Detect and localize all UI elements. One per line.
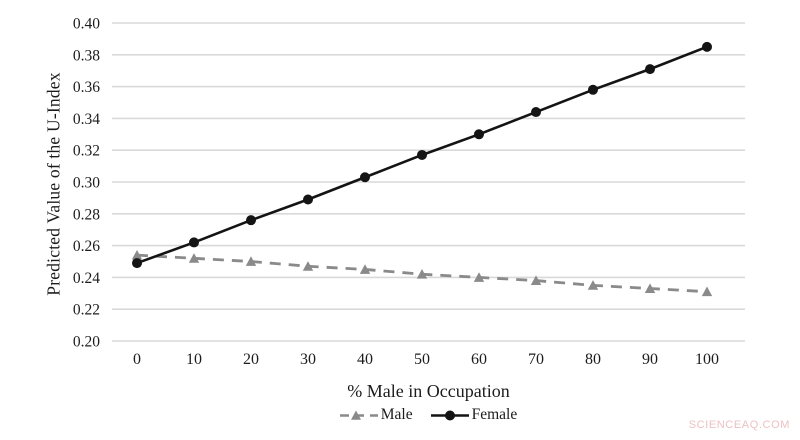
- y-tick-label: 0.24: [73, 270, 100, 287]
- y-tick-label: 0.22: [73, 302, 100, 319]
- female-solid-line-circle-icon: [430, 410, 469, 420]
- y-tick-label: 0.26: [73, 238, 100, 255]
- legend: Male Female: [112, 406, 745, 424]
- y-axis-title: Predicted Value of the U-Index: [43, 72, 64, 296]
- x-tick-label: 40: [357, 351, 373, 368]
- male-data-point: [416, 269, 428, 279]
- female-data-point: [132, 258, 142, 269]
- watermark: SCIENCEAQ.COM: [688, 419, 790, 431]
- x-tick-label: 80: [585, 351, 601, 368]
- x-tick-label: 0: [133, 351, 141, 368]
- x-tick-label: 60: [471, 351, 487, 368]
- male-data-point: [245, 256, 257, 266]
- y-tick-label: 0.32: [73, 143, 100, 160]
- y-tick-label: 0.38: [73, 47, 100, 64]
- x-tick-label: 50: [414, 351, 430, 368]
- x-axis-title: % Male in Occupation: [347, 381, 510, 401]
- x-tick-label: 20: [243, 351, 259, 368]
- y-tick-label: 0.40: [73, 16, 100, 33]
- male-data-point: [473, 272, 485, 282]
- x-tick-label: 30: [300, 351, 316, 368]
- male-dashed-line-triangle-icon: [339, 410, 378, 420]
- y-tick-label: 0.30: [73, 175, 100, 192]
- male-data-point: [701, 286, 713, 297]
- legend-item-female: Female: [430, 406, 518, 424]
- x-tick-label: 90: [642, 351, 658, 368]
- male-data-point: [302, 261, 314, 271]
- y-tick-label: 0.20: [73, 334, 100, 351]
- y-tick-label: 0.36: [73, 79, 100, 96]
- x-tick-label: 70: [528, 351, 544, 368]
- male-data-point: [188, 253, 200, 263]
- female-data-point: [531, 107, 541, 118]
- female-data-point: [303, 194, 313, 205]
- male-data-point: [131, 249, 143, 260]
- male-data-point: [587, 280, 599, 290]
- female-data-point: [189, 237, 199, 248]
- male-data-point: [644, 283, 656, 293]
- y-tick-label: 0.34: [73, 111, 100, 128]
- male-legend-label: Male: [380, 406, 413, 423]
- y-tick-label: 0.28: [73, 206, 100, 223]
- male-data-point: [530, 275, 542, 285]
- male-data-point: [359, 264, 371, 274]
- female-legend-label: Female: [471, 406, 518, 423]
- female-data-point: [360, 172, 370, 183]
- female-data-point: [246, 215, 256, 226]
- female-data-point: [645, 64, 655, 75]
- legend-item-male: Male: [339, 406, 413, 424]
- female-data-point: [588, 84, 598, 95]
- female-data-point: [417, 149, 427, 160]
- x-tick-label: 100: [695, 351, 719, 368]
- x-tick-label: 10: [186, 351, 202, 368]
- female-data-point: [474, 129, 484, 140]
- female-data-point: [702, 41, 712, 52]
